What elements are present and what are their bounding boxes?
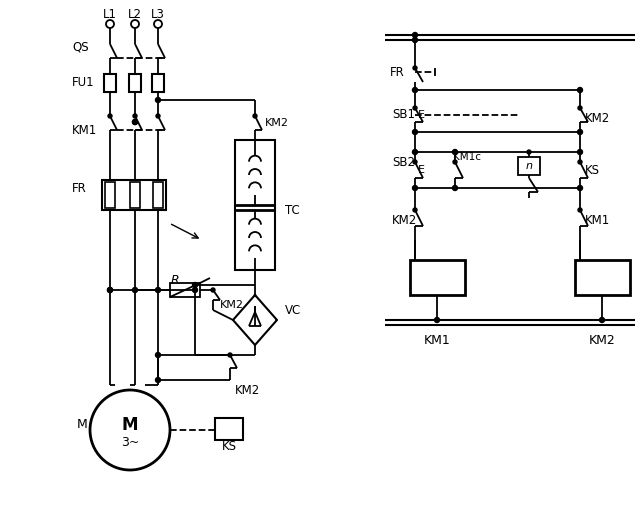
Text: 3~: 3~ [121, 436, 139, 449]
Circle shape [132, 119, 138, 125]
Circle shape [413, 150, 417, 155]
Text: QS: QS [72, 41, 88, 54]
Circle shape [452, 185, 458, 191]
Circle shape [108, 288, 113, 292]
Circle shape [413, 130, 417, 134]
Bar [129, 74, 141, 92]
Circle shape [413, 66, 417, 70]
Text: KS: KS [585, 164, 600, 177]
Bar [575, 260, 630, 295]
Circle shape [156, 353, 161, 357]
Circle shape [211, 288, 215, 292]
Circle shape [577, 185, 582, 191]
Text: VC: VC [285, 304, 301, 316]
Text: KM1: KM1 [72, 123, 97, 137]
Text: L3: L3 [151, 8, 165, 21]
Bar [518, 157, 540, 175]
Bar [130, 182, 140, 208]
Circle shape [578, 208, 582, 212]
Circle shape [228, 353, 232, 357]
Text: E: E [418, 110, 425, 120]
Circle shape [413, 208, 417, 212]
Circle shape [413, 185, 417, 191]
Circle shape [452, 150, 458, 155]
Circle shape [577, 88, 582, 93]
Text: E: E [418, 165, 425, 175]
Circle shape [253, 114, 257, 118]
Bar [153, 182, 163, 208]
Bar [152, 74, 164, 92]
Text: KM2: KM2 [585, 111, 611, 125]
Text: KM2: KM2 [220, 300, 244, 310]
Bar [170, 283, 200, 297]
Circle shape [578, 160, 582, 164]
Bar [105, 182, 115, 208]
Text: KM1c: KM1c [453, 152, 481, 162]
Text: KM1: KM1 [424, 333, 451, 346]
Circle shape [413, 88, 417, 93]
Circle shape [156, 114, 160, 118]
Bar [410, 260, 465, 295]
Circle shape [132, 288, 138, 292]
Circle shape [413, 106, 417, 110]
Text: SB1: SB1 [392, 108, 415, 121]
Bar [215, 418, 243, 440]
Text: SB2: SB2 [392, 155, 415, 168]
Text: KM2: KM2 [589, 333, 616, 346]
Text: KM2: KM2 [265, 118, 289, 128]
Text: TC: TC [285, 204, 300, 217]
Circle shape [577, 130, 582, 134]
Circle shape [527, 150, 531, 154]
Text: FR: FR [390, 67, 404, 80]
Text: L2: L2 [128, 8, 142, 21]
Circle shape [193, 282, 198, 288]
Circle shape [435, 317, 440, 322]
Text: KS: KS [221, 440, 237, 453]
Text: FU1: FU1 [72, 76, 95, 89]
Circle shape [577, 150, 582, 155]
Circle shape [413, 160, 417, 164]
Circle shape [600, 317, 605, 322]
Circle shape [108, 114, 112, 118]
Circle shape [578, 106, 582, 110]
Circle shape [193, 288, 198, 292]
Circle shape [413, 32, 417, 38]
Circle shape [133, 114, 137, 118]
Text: M: M [77, 418, 88, 431]
Circle shape [453, 160, 457, 164]
Text: n: n [525, 161, 532, 171]
Text: M: M [122, 416, 138, 434]
Bar [102, 180, 166, 210]
Circle shape [108, 288, 113, 292]
Text: KM1: KM1 [585, 214, 611, 227]
Bar [104, 74, 116, 92]
Circle shape [156, 97, 161, 103]
Circle shape [156, 288, 161, 292]
Bar [235, 140, 275, 270]
Text: KM2: KM2 [392, 214, 417, 227]
Circle shape [413, 38, 417, 43]
Circle shape [156, 378, 161, 382]
Text: FR: FR [72, 181, 87, 194]
Text: R: R [171, 274, 179, 287]
Circle shape [132, 119, 138, 125]
Text: L1: L1 [103, 8, 117, 21]
Text: KM2: KM2 [236, 383, 260, 396]
